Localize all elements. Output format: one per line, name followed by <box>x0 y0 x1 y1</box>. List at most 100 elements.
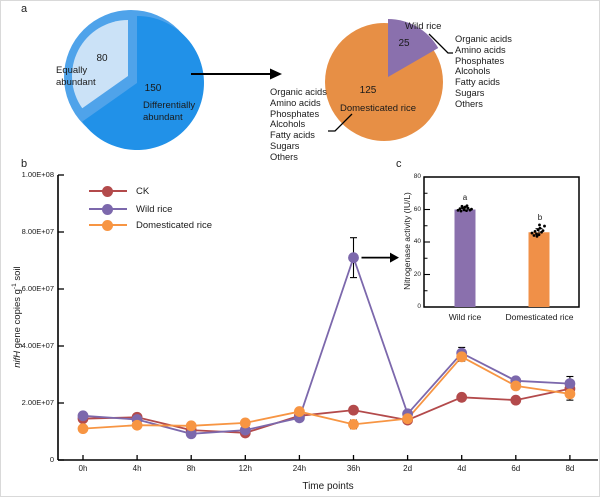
inset-frame <box>423 176 580 308</box>
series-wild-rice <box>82 254 570 435</box>
x-tick-label: 8h <box>186 464 196 473</box>
series-markers <box>77 351 576 435</box>
metabolite-class-item: Phosphates <box>455 55 505 66</box>
metabolite-class-item: Sugars <box>270 140 300 151</box>
line-chart-canvas <box>57 174 598 461</box>
legend-item-domesticated-rice: Domesticated rice <box>89 219 212 231</box>
y-tick-label: 4.00E+07 <box>21 341 54 350</box>
inset-y-tick-label: 40 <box>413 238 421 245</box>
pie-left-value-differential: 150 <box>144 83 162 94</box>
leader-line-domesticated-slice <box>328 113 353 132</box>
inset-scatter-dot <box>470 207 473 211</box>
inset-scatter-dot <box>538 226 542 230</box>
legend-label-dom: Domesticated rice <box>136 219 213 231</box>
panel-c-label: c <box>396 158 402 170</box>
legend-line-dom <box>89 219 127 231</box>
x-tick-label: 4h <box>132 464 142 473</box>
leader-line-wild-slice <box>428 33 453 54</box>
inset-scatter-dot <box>535 234 539 238</box>
inset-y-tick-label: 0 <box>417 303 421 310</box>
inset-scatter-dot <box>466 206 470 210</box>
pie-right-value-dom: 125 <box>359 85 377 96</box>
y-tick-label: 8.00E+07 <box>21 227 54 236</box>
inset-scatter-dot <box>541 229 545 233</box>
legend-marker-wild <box>102 203 113 215</box>
x-tick-label: 4d <box>457 464 467 473</box>
inset-scatter-dot <box>538 223 541 227</box>
legend-marker-dom <box>102 219 113 231</box>
ylabel-gene-italic: nifH <box>12 350 24 368</box>
inset-scatter-dot <box>536 228 540 232</box>
inset-scatter-dot <box>460 204 464 208</box>
metabolite-class-item: Amino acids <box>455 44 506 55</box>
inset-scatter-dot <box>537 233 541 237</box>
y-tick-label: 6.00E+07 <box>21 284 54 293</box>
legend-marker-ck <box>102 185 113 197</box>
inset-scatter-dot <box>465 204 469 208</box>
inset-scatter-dot <box>463 205 467 209</box>
metabolite-class-item: Fatty acids <box>270 130 315 141</box>
significance-letter-a: a <box>462 193 468 202</box>
metabolite-class-item: Alcohols <box>270 119 306 130</box>
pie-left-slice-differential <box>82 16 204 150</box>
pie-right-label-wild: Wild rice <box>405 21 442 32</box>
metabolite-class-item: Sugars <box>455 87 485 98</box>
pie-right-value-wild: 25 <box>398 38 410 49</box>
y-tick-label: 2.00E+07 <box>21 398 54 407</box>
series-line <box>82 387 571 434</box>
x-tick-label: 12h <box>238 464 252 473</box>
metabolite-class-item: Organic acids <box>455 34 512 44</box>
x-axis-title-line-chart: Time points <box>302 481 354 492</box>
x-tick-label: 36h <box>346 464 361 473</box>
legend-label-ck: CK <box>136 185 150 197</box>
series-line <box>82 355 571 430</box>
panel-b-label: b <box>21 158 28 170</box>
inset-bar-chart <box>423 176 580 308</box>
inset-y-tick-label: 60 <box>413 205 421 213</box>
inset-y-tick-label: 20 <box>413 270 421 278</box>
pie-right-slice-wild <box>388 18 439 77</box>
metabolite-class-item: Others <box>455 98 483 109</box>
x-tick-label: 8d <box>565 464 575 473</box>
legend-item-ck: CK <box>89 185 149 197</box>
y-tick-label: 0 <box>49 455 54 464</box>
inset-scatter-dot <box>532 234 536 237</box>
series-markers <box>77 383 576 439</box>
legend-item-wild-rice: Wild rice <box>89 203 172 215</box>
y-tick-label: 1.00E+08 <box>21 170 54 179</box>
inset-scatter-dot <box>530 231 534 235</box>
series-line <box>82 254 570 435</box>
inset-bar <box>454 209 476 307</box>
pie-right-label-dom: Domesticated rice <box>340 103 417 114</box>
panel-a-label: a <box>21 3 28 15</box>
inset-scatter-dot <box>462 208 466 212</box>
pie-left-value-equally: 80 <box>96 53 108 64</box>
pie-left-slice-equally <box>72 20 128 109</box>
metabolite-list-domesticated: Organic acids Amino acids Phosphates Alcoho… <box>270 87 327 163</box>
pie-left-label-differential: Differentially abundant <box>143 100 196 123</box>
x-tick-label: 0h <box>78 464 88 473</box>
inset-scatter-dot <box>533 230 537 233</box>
legend-line-ck <box>89 185 127 197</box>
inset-scatter-dot <box>458 207 462 211</box>
pie-charts-canvas <box>64 10 453 150</box>
inset-scatter-dot <box>459 209 463 213</box>
metabolite-class-item: Amino acids <box>270 97 321 108</box>
series-error-bars <box>79 386 574 435</box>
x-tick-label: 6d <box>511 464 521 473</box>
metabolite-class-item: Others <box>270 151 298 162</box>
series-domesticated-rice <box>82 355 571 430</box>
inset-scatter-dot <box>535 232 538 236</box>
significance-letter-b: b <box>537 213 543 222</box>
inset-y-tick-label: 80 <box>413 173 421 180</box>
legend-line-wild <box>89 203 127 215</box>
inset-scatter-dot <box>465 209 468 213</box>
arrow-peak-to-inset-head <box>390 252 399 263</box>
series-ck <box>82 387 571 434</box>
y-axis-title-line-chart: nifH gene copies g-1 soil <box>11 237 23 397</box>
x-tick-label: 2d <box>403 464 413 473</box>
ylabel-gene-end: soil <box>12 266 24 284</box>
bar-category-wild-rice: Wild rice <box>448 312 482 322</box>
inset-scatter-dot <box>543 224 546 228</box>
